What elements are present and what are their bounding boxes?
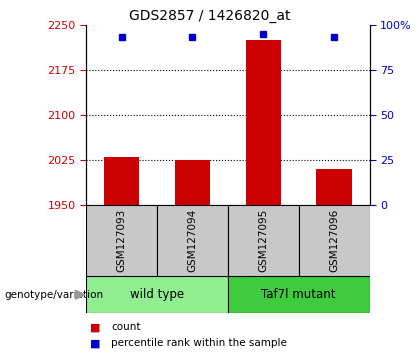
Bar <box>299 205 370 276</box>
Text: percentile rank within the sample: percentile rank within the sample <box>111 338 287 348</box>
Text: GSM127096: GSM127096 <box>329 209 339 272</box>
Text: GDS2857 / 1426820_at: GDS2857 / 1426820_at <box>129 9 291 23</box>
Bar <box>157 205 228 276</box>
Text: genotype/variation: genotype/variation <box>4 290 103 300</box>
Bar <box>316 169 352 205</box>
Bar <box>86 205 157 276</box>
Text: wild type: wild type <box>130 288 184 301</box>
Bar <box>86 276 228 313</box>
Text: ■: ■ <box>90 322 101 332</box>
Bar <box>104 157 139 205</box>
Text: ■: ■ <box>90 338 101 348</box>
Text: GSM127094: GSM127094 <box>187 209 197 272</box>
Bar <box>228 205 299 276</box>
Text: Taf7l mutant: Taf7l mutant <box>262 288 336 301</box>
Polygon shape <box>76 290 85 299</box>
Bar <box>246 40 281 205</box>
Bar <box>175 160 210 205</box>
Text: count: count <box>111 322 141 332</box>
Text: GSM127095: GSM127095 <box>258 209 268 272</box>
Bar <box>228 276 370 313</box>
Text: GSM127093: GSM127093 <box>116 209 126 272</box>
